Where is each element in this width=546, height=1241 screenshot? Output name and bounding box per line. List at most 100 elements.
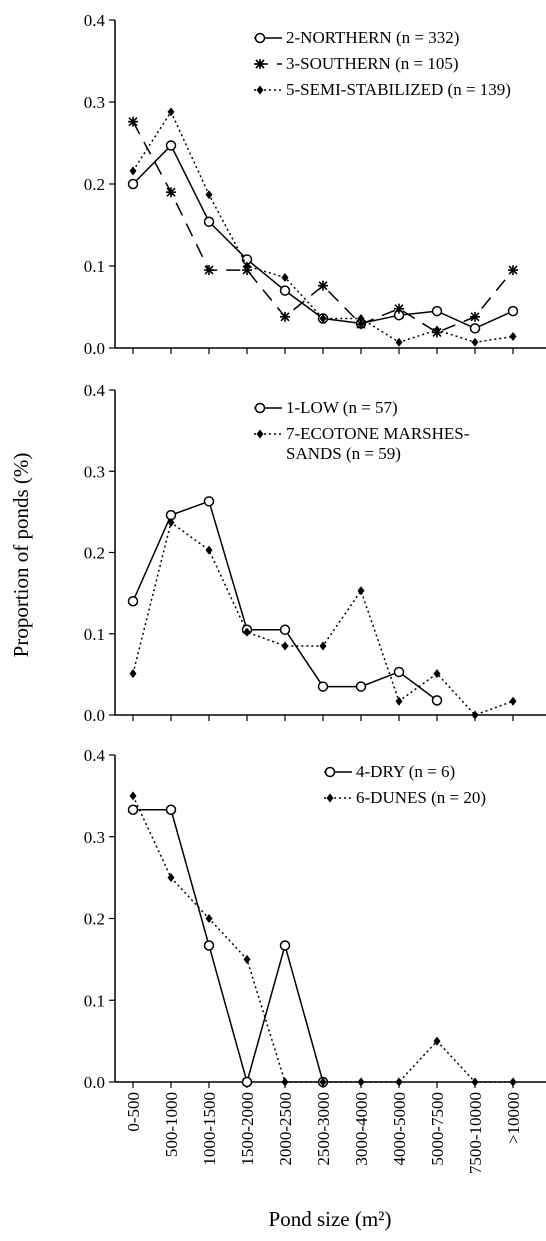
marker [166, 187, 176, 198]
marker [205, 190, 213, 200]
x-tick-label: 5000-7500 [428, 1092, 447, 1166]
y-tick-label: 0.3 [84, 462, 105, 481]
x-tick-label: >10000 [504, 1092, 523, 1144]
marker [243, 954, 251, 964]
marker [127, 178, 139, 190]
marker [127, 596, 139, 607]
x-tick-label: 2000-2500 [276, 1092, 295, 1166]
legend-swatch [254, 59, 282, 69]
marker [507, 305, 519, 317]
marker [203, 216, 215, 227]
legend-label: 7-ECOTONE MARSHES-SANDS (n = 59) [286, 424, 470, 463]
marker [243, 627, 251, 637]
marker [319, 1077, 327, 1087]
marker [205, 545, 213, 555]
marker [203, 940, 215, 951]
legend-swatch [324, 793, 352, 803]
marker [167, 873, 175, 883]
x-tick-label: 0-500 [124, 1092, 143, 1132]
marker [256, 85, 264, 95]
marker [319, 313, 327, 323]
x-tick-label: 4000-5000 [390, 1092, 409, 1166]
marker [471, 337, 479, 347]
legend-entry: 4-DRY (n = 6) [322, 762, 546, 782]
marker [355, 681, 367, 692]
marker [471, 1077, 479, 1087]
series-line [132, 110, 514, 344]
marker [254, 32, 266, 44]
marker [281, 641, 289, 651]
x-tick-label: 7500-10000 [466, 1092, 485, 1174]
marker [469, 323, 481, 334]
marker [279, 285, 291, 296]
y-tick-label: 0.0 [84, 339, 105, 358]
marker [167, 517, 175, 527]
marker [356, 319, 366, 330]
marker [129, 166, 137, 176]
y-tick-label: 0.2 [84, 175, 105, 194]
marker [394, 303, 404, 314]
legend-entry: 5-SEMI-STABILIZED (n = 139) [252, 80, 514, 100]
legend-swatch [254, 429, 282, 439]
legend-label: 2-NORTHERN (n = 332) [286, 28, 460, 47]
marker [357, 586, 365, 596]
x-tick-label: 2500-3000 [314, 1092, 333, 1166]
series-line [132, 121, 514, 334]
marker [254, 402, 266, 414]
legend-label: 3-SOUTHERN (n = 105) [286, 54, 459, 73]
y-tick-label: 0.0 [84, 706, 105, 725]
series-line [133, 809, 324, 1085]
marker [204, 265, 214, 276]
marker [165, 804, 177, 816]
marker [255, 59, 265, 69]
marker [393, 666, 405, 678]
y-tick-label: 0.1 [84, 991, 105, 1010]
marker [395, 1077, 403, 1087]
legend-entry: 1-LOW (n = 57) [252, 398, 514, 418]
marker [165, 140, 177, 151]
x-tick-label: 1500-2000 [238, 1092, 257, 1166]
y-tick-label: 0.2 [84, 910, 105, 929]
x-tick-label: 500-1000 [162, 1092, 181, 1157]
marker [326, 793, 334, 803]
y-tick-label: 0.2 [84, 544, 105, 563]
marker [256, 429, 264, 439]
legend-entry: 3-SOUTHERN (n = 105) [252, 54, 514, 74]
marker [508, 265, 518, 276]
marker [433, 325, 441, 335]
y-tick-label: 0.4 [84, 381, 106, 400]
legend-label: 1-LOW (n = 57) [286, 398, 398, 417]
y-axis-title: Proportion of ponds (%) [9, 453, 33, 658]
marker [470, 311, 480, 322]
y-tick-label: 0.3 [84, 93, 105, 112]
marker [357, 313, 365, 323]
y-tick-label: 0.0 [84, 1073, 105, 1092]
marker [433, 1036, 441, 1046]
marker [509, 696, 517, 706]
marker [395, 696, 403, 706]
x-tick-label: 3000-4000 [352, 1092, 371, 1166]
y-tick-label: 0.3 [84, 828, 105, 847]
y-tick-label: 0.4 [84, 11, 106, 30]
marker [279, 940, 291, 951]
marker [129, 669, 137, 679]
legend-swatch [254, 85, 282, 95]
legend-entry: 7-ECOTONE MARSHES-SANDS (n = 59) [252, 424, 514, 464]
y-tick-label: 0.1 [84, 625, 105, 644]
y-tick-label: 0.4 [84, 746, 106, 765]
marker [127, 804, 139, 816]
marker [509, 1077, 517, 1087]
marker [395, 337, 403, 347]
marker [431, 305, 443, 317]
marker [203, 496, 215, 507]
marker [205, 914, 213, 923]
marker [241, 1076, 253, 1088]
legend-entry: 2-NORTHERN (n = 332) [252, 28, 514, 48]
marker [243, 261, 251, 271]
marker [471, 710, 479, 720]
x-axis-title: Pond size (m²) [269, 1207, 392, 1231]
series-line [132, 500, 438, 701]
marker [280, 311, 290, 322]
marker [431, 695, 443, 706]
